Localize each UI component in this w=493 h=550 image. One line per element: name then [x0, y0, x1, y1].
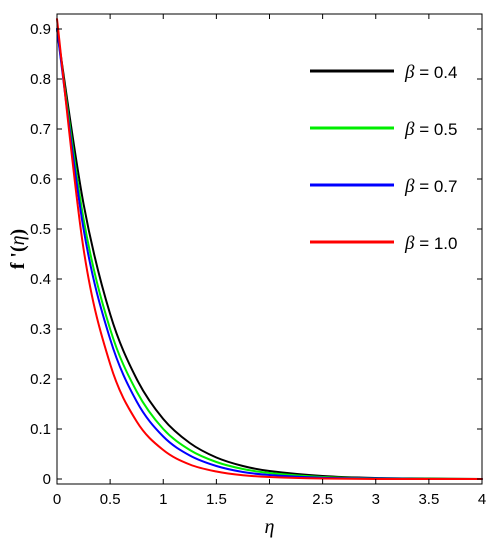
x-tick-label: 2: [265, 491, 273, 508]
x-tick-label: 4: [478, 491, 486, 508]
x-tick-label: 0.5: [100, 491, 121, 508]
x-tick-label: 1: [159, 491, 167, 508]
legend-value: = 0.4: [414, 63, 457, 82]
y-tick-label: 0.6: [30, 171, 51, 188]
y-tick-label: 0.9: [30, 21, 51, 38]
legend-symbol: β: [404, 176, 415, 197]
series-line-2: [56, 28, 483, 480]
y-axis-label: f '(η): [7, 229, 29, 269]
y-tick-label: 0.2: [30, 371, 51, 388]
legend-value: = 0.5: [414, 120, 457, 139]
y-tick-label: 0.8: [30, 71, 51, 88]
y-tick-label: 0.7: [30, 121, 51, 138]
x-tick-label: 3: [372, 491, 380, 508]
y-axis-label-var: η: [7, 235, 29, 245]
legend-symbol: β: [404, 62, 415, 83]
y-tick-label: 0: [43, 471, 51, 488]
axis-ticks-group: [56, 14, 483, 484]
y-tick-label: 0.5: [30, 221, 51, 238]
legend-label-3: β = 0.7: [404, 176, 457, 197]
legend-label-4: β = 1.0: [404, 233, 457, 254]
legend-value: = 0.7: [414, 177, 457, 196]
y-tick-label: 0.3: [30, 321, 51, 338]
series-line-4: [56, 18, 483, 481]
legend-value: = 1.0: [414, 234, 457, 253]
legend-label-2: β = 0.5: [404, 119, 457, 140]
y-tick-label: 0.4: [30, 271, 51, 288]
x-tick-label: 3.5: [418, 491, 439, 508]
y-axis-label-suffix: ): [7, 229, 29, 236]
legend: β = 0.4β = 0.5β = 0.7β = 1.0: [310, 62, 457, 254]
series-lines-group: [56, 18, 483, 481]
legend-symbol: β: [404, 233, 415, 254]
series-line-1: [56, 28, 483, 480]
y-tick-label: 0.1: [30, 421, 51, 438]
x-tick-label: 2.5: [312, 491, 333, 508]
legend-symbol: β: [404, 119, 415, 140]
y-axis-label-prefix: f '(: [7, 245, 29, 269]
x-tick-label: 1.5: [206, 491, 227, 508]
series-line-3: [56, 28, 483, 481]
x-axis-label: η: [265, 516, 275, 538]
tick-labels-group: 0 0.5 1 1.5 2 2.5 3 3.5 4 0 0.1 0.2 0.3 0.4 0.5 0.6 0.7 0…: [30, 21, 486, 508]
x-tick-label: 0: [53, 491, 61, 508]
legend-label-1: β = 0.4: [404, 62, 457, 83]
